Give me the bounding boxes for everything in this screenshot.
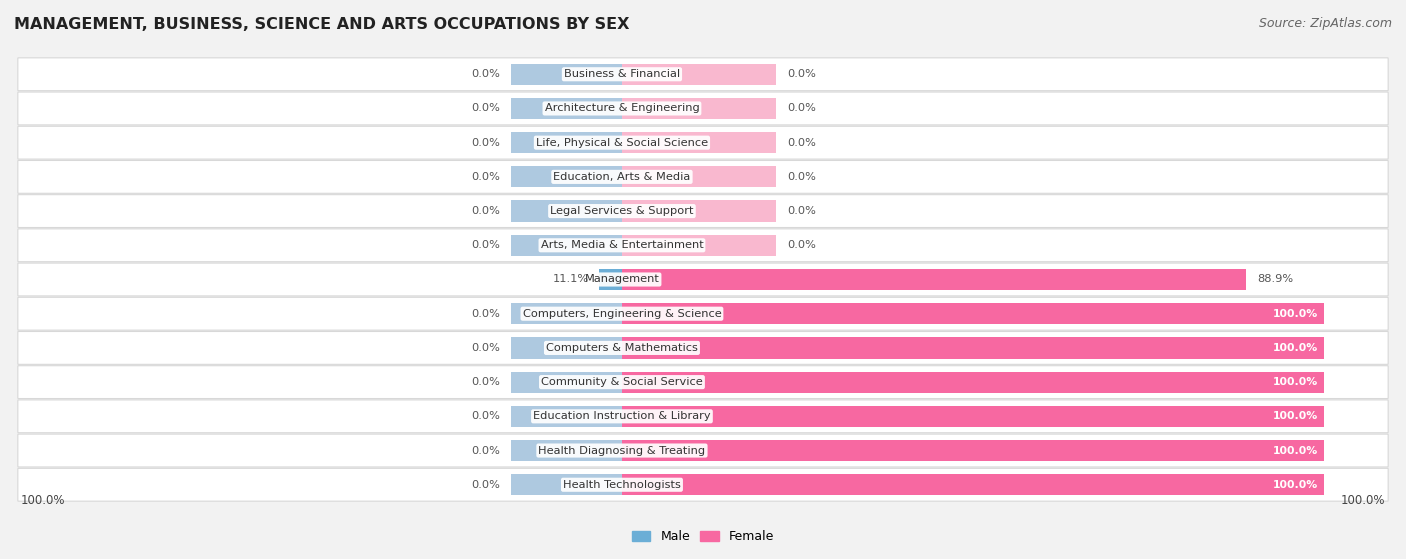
- Text: 0.0%: 0.0%: [471, 343, 499, 353]
- Bar: [510, 337, 621, 358]
- Text: 100.0%: 100.0%: [1272, 480, 1317, 490]
- Text: 0.0%: 0.0%: [471, 240, 499, 250]
- Legend: Male, Female: Male, Female: [627, 525, 779, 548]
- Bar: [621, 474, 1324, 495]
- Bar: [510, 132, 621, 153]
- Bar: [510, 303, 621, 324]
- Bar: [621, 235, 776, 256]
- Bar: [621, 337, 1324, 358]
- Text: 0.0%: 0.0%: [787, 206, 815, 216]
- Text: 0.0%: 0.0%: [471, 69, 499, 79]
- Text: Management: Management: [585, 274, 659, 285]
- Text: Source: ZipAtlas.com: Source: ZipAtlas.com: [1258, 17, 1392, 30]
- Bar: [14, 262, 1392, 297]
- FancyBboxPatch shape: [18, 92, 1388, 125]
- FancyBboxPatch shape: [18, 160, 1388, 193]
- Bar: [14, 160, 1392, 194]
- Text: 0.0%: 0.0%: [787, 138, 815, 148]
- Text: 0.0%: 0.0%: [787, 172, 815, 182]
- Text: 0.0%: 0.0%: [471, 377, 499, 387]
- Bar: [14, 57, 1392, 91]
- Text: 0.0%: 0.0%: [471, 309, 499, 319]
- Bar: [510, 440, 621, 461]
- Text: Business & Financial: Business & Financial: [564, 69, 681, 79]
- Text: Education Instruction & Library: Education Instruction & Library: [533, 411, 711, 421]
- Text: Education, Arts & Media: Education, Arts & Media: [554, 172, 690, 182]
- FancyBboxPatch shape: [18, 229, 1388, 262]
- Bar: [621, 440, 1324, 461]
- Text: 100.0%: 100.0%: [1272, 377, 1317, 387]
- Text: 0.0%: 0.0%: [787, 69, 815, 79]
- Text: 100.0%: 100.0%: [21, 494, 65, 507]
- Bar: [599, 269, 621, 290]
- FancyBboxPatch shape: [18, 58, 1388, 91]
- Text: Legal Services & Support: Legal Services & Support: [550, 206, 693, 216]
- Bar: [621, 269, 1247, 290]
- Bar: [510, 166, 621, 187]
- Bar: [510, 474, 621, 495]
- Text: 0.0%: 0.0%: [787, 103, 815, 113]
- Bar: [14, 194, 1392, 228]
- Bar: [621, 372, 1324, 393]
- Text: Health Technologists: Health Technologists: [562, 480, 681, 490]
- Text: 0.0%: 0.0%: [471, 480, 499, 490]
- Bar: [621, 303, 1324, 324]
- Text: 0.0%: 0.0%: [471, 138, 499, 148]
- Bar: [621, 406, 1324, 427]
- FancyBboxPatch shape: [18, 263, 1388, 296]
- Text: 0.0%: 0.0%: [787, 240, 815, 250]
- Text: Life, Physical & Social Science: Life, Physical & Social Science: [536, 138, 709, 148]
- Text: 100.0%: 100.0%: [1272, 411, 1317, 421]
- Bar: [510, 64, 621, 85]
- FancyBboxPatch shape: [18, 331, 1388, 364]
- Bar: [14, 126, 1392, 160]
- Bar: [14, 433, 1392, 468]
- Bar: [510, 406, 621, 427]
- FancyBboxPatch shape: [18, 366, 1388, 399]
- FancyBboxPatch shape: [18, 126, 1388, 159]
- FancyBboxPatch shape: [18, 297, 1388, 330]
- Text: 0.0%: 0.0%: [471, 172, 499, 182]
- FancyBboxPatch shape: [18, 434, 1388, 467]
- Text: MANAGEMENT, BUSINESS, SCIENCE AND ARTS OCCUPATIONS BY SEX: MANAGEMENT, BUSINESS, SCIENCE AND ARTS O…: [14, 17, 630, 32]
- FancyBboxPatch shape: [18, 400, 1388, 433]
- Text: 100.0%: 100.0%: [1272, 309, 1317, 319]
- FancyBboxPatch shape: [18, 195, 1388, 228]
- Text: 100.0%: 100.0%: [1272, 343, 1317, 353]
- Bar: [14, 297, 1392, 331]
- Text: Arts, Media & Entertainment: Arts, Media & Entertainment: [540, 240, 703, 250]
- Bar: [621, 64, 776, 85]
- Text: 0.0%: 0.0%: [471, 103, 499, 113]
- Bar: [510, 98, 621, 119]
- Text: Computers, Engineering & Science: Computers, Engineering & Science: [523, 309, 721, 319]
- Bar: [14, 468, 1392, 502]
- Text: 88.9%: 88.9%: [1257, 274, 1294, 285]
- Bar: [510, 235, 621, 256]
- Text: 0.0%: 0.0%: [471, 206, 499, 216]
- Bar: [621, 201, 776, 222]
- FancyBboxPatch shape: [18, 468, 1388, 501]
- Text: 100.0%: 100.0%: [1341, 494, 1385, 507]
- Bar: [621, 98, 776, 119]
- Bar: [510, 372, 621, 393]
- Text: 100.0%: 100.0%: [1272, 446, 1317, 456]
- Text: 11.1%: 11.1%: [553, 274, 589, 285]
- Text: Community & Social Service: Community & Social Service: [541, 377, 703, 387]
- Text: Computers & Mathematics: Computers & Mathematics: [546, 343, 697, 353]
- Bar: [621, 132, 776, 153]
- Bar: [14, 365, 1392, 399]
- Text: 0.0%: 0.0%: [471, 446, 499, 456]
- Bar: [14, 91, 1392, 126]
- Bar: [510, 201, 621, 222]
- Text: Architecture & Engineering: Architecture & Engineering: [544, 103, 699, 113]
- Bar: [621, 166, 776, 187]
- Bar: [14, 399, 1392, 433]
- Bar: [14, 331, 1392, 365]
- Text: Health Diagnosing & Treating: Health Diagnosing & Treating: [538, 446, 706, 456]
- Bar: [14, 228, 1392, 262]
- Text: 0.0%: 0.0%: [471, 411, 499, 421]
